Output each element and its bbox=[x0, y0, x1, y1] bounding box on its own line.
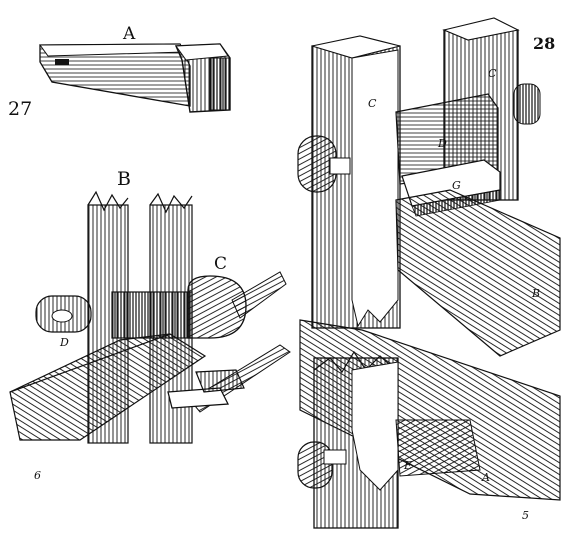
fig28-label-e: E bbox=[404, 459, 413, 472]
fig28-label-g: G bbox=[452, 179, 461, 192]
fig27-key-drawing bbox=[39, 43, 231, 113]
fig27-label-a: A bbox=[123, 24, 136, 44]
fig28-label-a: A bbox=[482, 471, 490, 484]
fig-b-corner-mark: 6 bbox=[34, 469, 41, 482]
fig27-number: 27 bbox=[8, 98, 33, 120]
fig-b-label-b: B bbox=[117, 168, 131, 190]
fig28-label-b: B bbox=[532, 287, 541, 300]
fig28-label-c-top: C bbox=[488, 67, 497, 80]
fig28-label-d: D bbox=[438, 137, 447, 150]
fig28-label-c-post: C bbox=[368, 97, 377, 110]
fig28-corner-mark: 5 bbox=[522, 509, 529, 522]
fig28-joint-drawing bbox=[297, 17, 561, 529]
fig-b-label-d: D bbox=[60, 336, 69, 349]
fig-b-joint-drawing bbox=[9, 190, 291, 444]
fig-b-label-c: C bbox=[214, 254, 228, 274]
fig28-number: 28 bbox=[533, 34, 556, 53]
